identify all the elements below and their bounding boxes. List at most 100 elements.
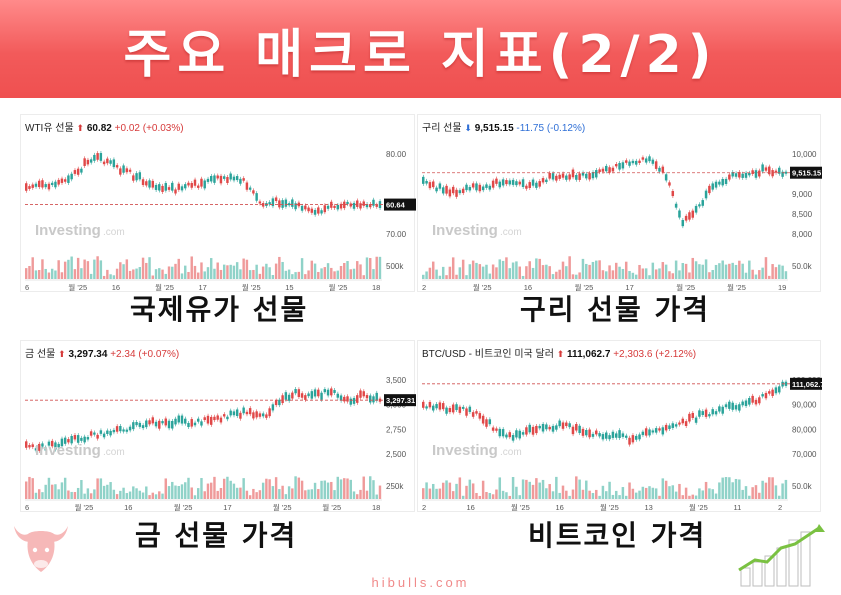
candle-body: [226, 177, 229, 183]
volume-bar: [206, 267, 210, 279]
candle-body: [41, 443, 44, 447]
y-tick-label: 8,500: [792, 210, 813, 219]
volume-bar: [638, 490, 641, 499]
volume-bar: [339, 479, 343, 499]
candle-body: [581, 428, 585, 436]
candle-body: [219, 417, 223, 423]
candle-body: [145, 181, 148, 186]
candle-body: [161, 421, 164, 424]
volume-bar: [284, 270, 288, 279]
candle-body: [67, 175, 70, 183]
watermark-suffix: .com: [500, 447, 522, 458]
candle-body: [478, 413, 482, 419]
volume-bar: [738, 260, 741, 279]
candle-body: [28, 445, 31, 448]
candle-body: [25, 183, 28, 191]
candle-body: [658, 428, 661, 431]
x-tick-label: 2: [422, 503, 426, 512]
candle-body: [601, 434, 605, 440]
volume-bar: [438, 488, 442, 499]
candle-body: [744, 172, 748, 178]
candle-body: [154, 421, 158, 427]
volume-bar: [428, 267, 432, 279]
volume-bar: [326, 263, 330, 279]
volume-bar: [475, 492, 478, 499]
candle-body: [784, 381, 788, 386]
candle-body: [531, 179, 535, 186]
volume-bar: [751, 487, 754, 499]
volume-bar: [54, 484, 57, 499]
x-tick-label: 월 '25: [155, 282, 174, 292]
candle-body: [491, 427, 495, 431]
volume-bar: [758, 492, 761, 499]
candle-body: [70, 173, 73, 180]
candle-body: [132, 175, 135, 181]
candle-body: [458, 190, 462, 194]
volume-bar: [501, 260, 505, 279]
volume-bar: [631, 272, 635, 279]
volume-bar: [190, 256, 193, 279]
volume-bar: [774, 485, 778, 499]
volume-bar: [618, 495, 621, 499]
candle-body: [461, 406, 465, 409]
candle-body: [588, 173, 591, 180]
candle-body: [485, 419, 488, 427]
candle-body: [258, 413, 262, 417]
candle-body: [571, 426, 575, 435]
volume-bar: [648, 486, 651, 499]
candle-body: [771, 389, 774, 396]
volume-bar: [375, 256, 378, 279]
x-tick-label: 월 '25: [511, 502, 530, 512]
candle-body: [86, 159, 90, 165]
volume-bar: [177, 486, 180, 499]
candle-body: [455, 404, 458, 411]
volume-bar: [734, 478, 738, 499]
volume-bar: [135, 268, 138, 279]
candle-body: [694, 417, 698, 423]
candle-body: [694, 205, 698, 213]
candle-body: [681, 418, 685, 424]
candle-body: [128, 426, 132, 431]
price-value: 111,062.7: [567, 349, 611, 360]
watermark-suffix: .com: [500, 227, 522, 238]
candle-body: [565, 175, 568, 180]
candle-body: [681, 220, 685, 227]
wti-caption: 국제유가 선물: [130, 293, 309, 326]
volume-bar: [691, 257, 695, 279]
candle-body: [359, 203, 362, 209]
volume-bar: [461, 495, 465, 499]
candle-body: [200, 178, 203, 187]
candle-body: [119, 168, 122, 175]
candle-body: [206, 178, 210, 182]
candle-body: [229, 173, 232, 180]
volume-bar: [164, 273, 167, 279]
candle-body: [54, 181, 57, 188]
candle-body: [203, 417, 206, 421]
candle-body: [668, 182, 671, 186]
candle-body: [708, 185, 711, 194]
candle-body: [47, 183, 51, 190]
volume-bar: [145, 486, 148, 499]
candle-body: [558, 420, 561, 427]
candle-body: [245, 182, 249, 190]
volume-bar: [644, 268, 648, 279]
candle-body: [333, 205, 336, 208]
candle-body: [167, 420, 171, 429]
volume-bar: [422, 274, 425, 279]
volume-bar: [724, 264, 728, 279]
volume-bar: [714, 493, 718, 499]
volume-bar: [287, 486, 291, 499]
candle-body: [508, 432, 512, 438]
volume-bar: [608, 265, 611, 279]
volume-bar: [714, 264, 718, 279]
volume-bar: [297, 477, 301, 499]
candle-body: [701, 200, 704, 206]
candle-body: [734, 405, 738, 410]
candle-body: [287, 394, 291, 401]
candle-body: [284, 392, 288, 400]
candle-body: [728, 174, 731, 180]
volume-bar: [734, 264, 738, 279]
volume-bar: [495, 267, 498, 279]
volume-bar: [588, 490, 591, 499]
candle-body: [70, 435, 73, 444]
